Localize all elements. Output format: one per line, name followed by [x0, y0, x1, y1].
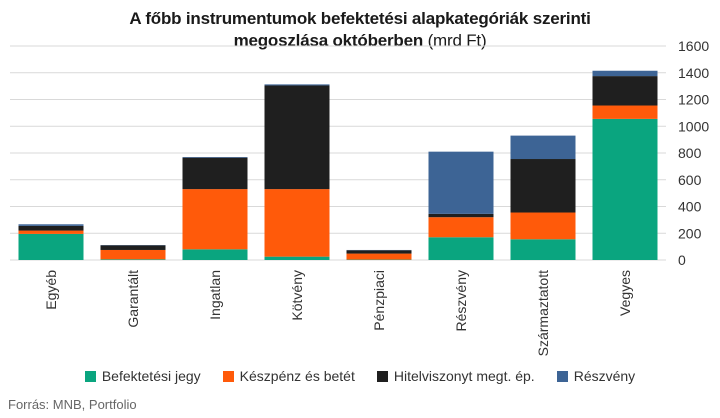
bar-segment [264, 84, 330, 86]
y-tick-label: 0 [678, 252, 686, 268]
y-tick-label: 600 [678, 172, 702, 188]
y-tick-label: 1200 [678, 92, 709, 108]
bar-segment [182, 249, 248, 260]
bar-segment [100, 245, 166, 250]
legend-item: Hitelviszonyt megt. ép. [376, 368, 535, 384]
bar-segment [264, 85, 330, 190]
legend-label: Befektetési jegy [101, 368, 201, 384]
y-tick-label: 1600 [678, 38, 709, 54]
bar-segment [428, 213, 494, 218]
bar-segment [428, 237, 494, 260]
bar-segment [182, 157, 248, 190]
bar-segment [100, 249, 166, 260]
x-tick-label: Pénzpiaci [371, 270, 387, 331]
x-tick-label: Garantált [125, 270, 141, 328]
legend-item: Készpénz és betét [222, 368, 355, 384]
bar-segment [18, 233, 84, 260]
bar-segment [510, 159, 576, 213]
bar-segment [592, 76, 658, 106]
bar-segment [592, 118, 658, 260]
x-tick-label: Származtatott [535, 270, 551, 356]
chart-legend: Befektetési jegy Készpénz és betét Hitelvi… [0, 368, 720, 384]
y-tick-label: 1400 [678, 65, 709, 81]
y-tick-label: 800 [678, 145, 702, 161]
bar-segment [510, 212, 576, 240]
bar-segment [264, 256, 330, 260]
y-tick-label: 200 [678, 225, 702, 241]
legend-label: Hitelviszonyt megt. ép. [393, 368, 535, 384]
legend-item: Befektetési jegy [84, 368, 201, 384]
bar-segment [428, 151, 494, 214]
bar-segment [18, 230, 84, 234]
legend-swatch [222, 370, 234, 382]
bar-segment [182, 157, 248, 158]
x-tick-label: Részvény [453, 270, 469, 331]
bar-segment [510, 239, 576, 260]
bar-segment [510, 135, 576, 160]
legend-swatch [376, 370, 388, 382]
source-note: Forrás: MNB, Portfolio [8, 397, 137, 412]
bar-segment [264, 189, 330, 257]
bar-segment [18, 225, 84, 231]
legend-label: Készpénz és betét [239, 368, 355, 384]
bar-segment [346, 250, 412, 254]
y-tick-label: 400 [678, 199, 702, 215]
legend-label: Részvény [573, 368, 636, 384]
bar-segment [428, 217, 494, 238]
y-tick-label: 1000 [678, 118, 709, 134]
x-tick-label: Kötvény [289, 270, 305, 321]
bar-segment [182, 189, 248, 250]
bar-segment [346, 253, 412, 260]
legend-swatch [84, 370, 96, 382]
bar-segment [18, 224, 84, 226]
x-tick-label: Vegyes [617, 270, 633, 316]
legend-swatch [556, 370, 568, 382]
bar-segment [100, 259, 166, 260]
bar-segment [592, 70, 658, 77]
x-tick-label: Ingatlan [207, 270, 223, 320]
x-tick-label: Egyéb [43, 270, 59, 310]
legend-item: Részvény [556, 368, 636, 384]
bar-segment [592, 105, 658, 119]
